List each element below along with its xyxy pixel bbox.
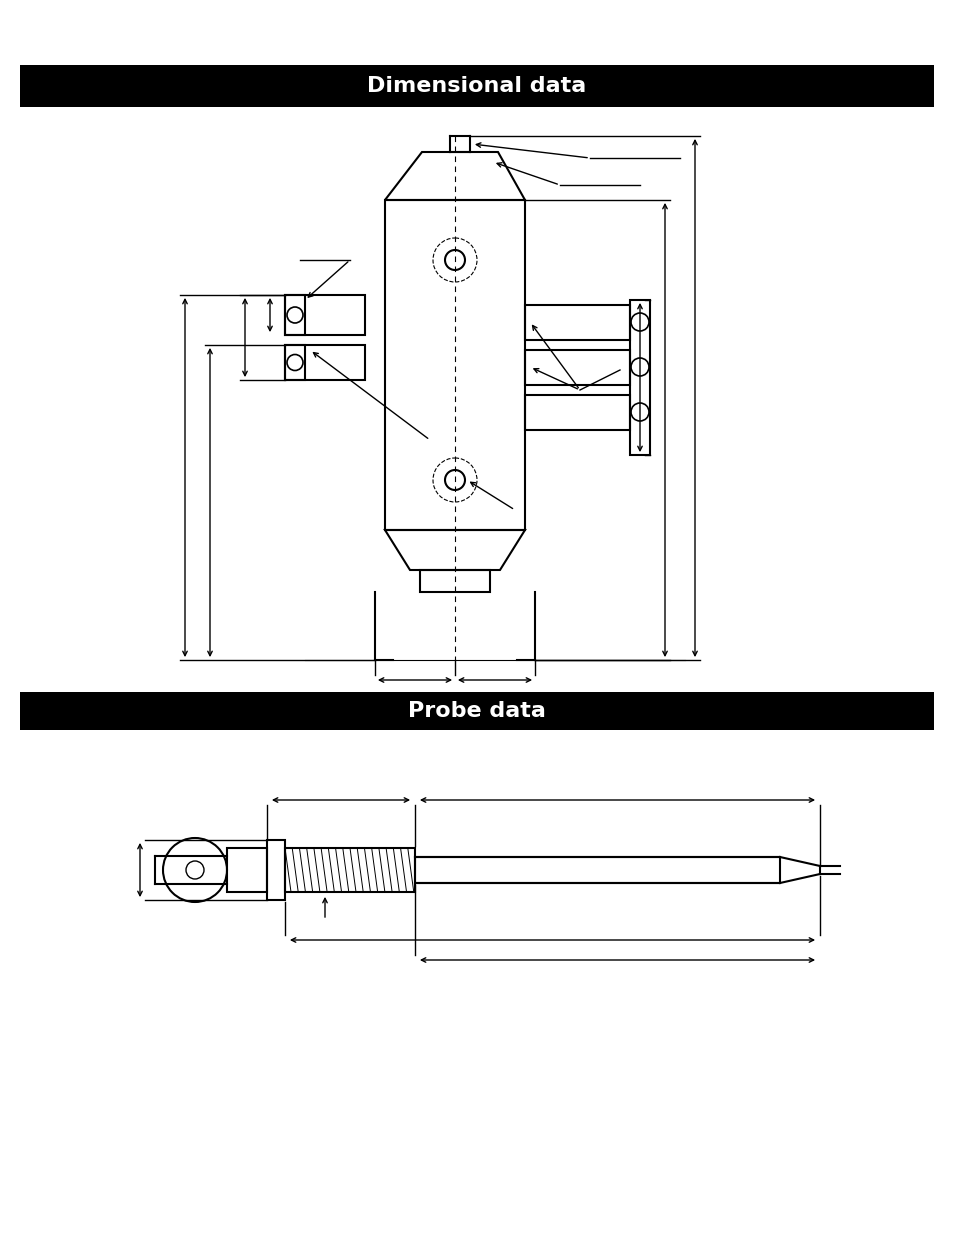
Bar <box>285 295 305 335</box>
Bar <box>419 571 490 592</box>
Bar <box>524 305 629 340</box>
Bar <box>267 840 285 900</box>
Bar <box>285 295 365 335</box>
Text: Dimensional data: Dimensional data <box>367 77 586 96</box>
Bar <box>524 350 629 385</box>
Bar <box>227 848 267 892</box>
Bar <box>385 200 524 530</box>
Text: Probe data: Probe data <box>408 701 545 721</box>
Bar <box>20 65 933 107</box>
Bar <box>285 848 415 892</box>
Bar <box>20 692 933 730</box>
Bar <box>524 395 629 430</box>
Bar <box>629 300 649 454</box>
Bar <box>415 857 780 883</box>
Bar <box>285 345 305 380</box>
Bar <box>285 345 365 380</box>
